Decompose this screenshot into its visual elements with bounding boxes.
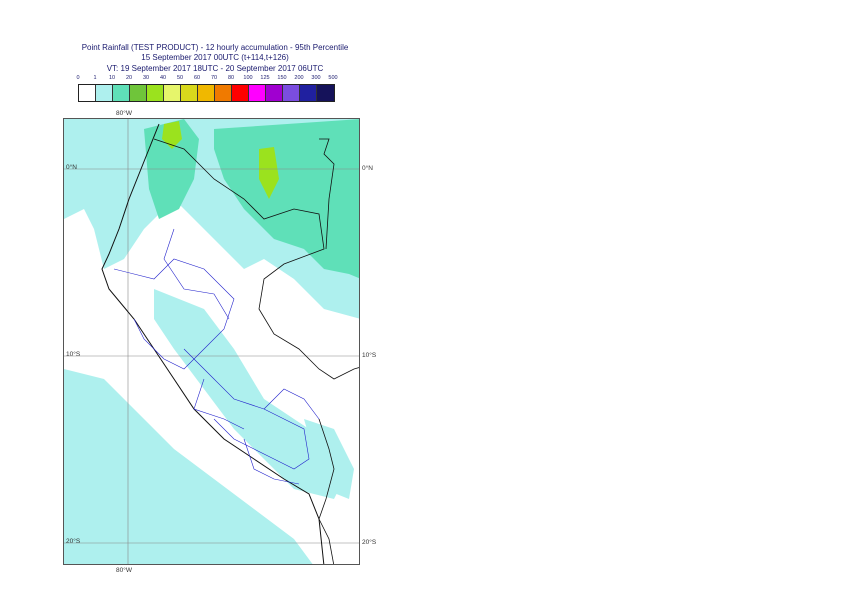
border-east: [319, 138, 335, 250]
legend-swatch: [300, 85, 317, 101]
legend-swatch: [232, 85, 249, 101]
country-border: [153, 138, 359, 380]
legend-tick-label: 300: [311, 75, 321, 81]
lon-label-top: 80°W: [116, 110, 132, 117]
legend-tick-label: 125: [260, 75, 270, 81]
legend-swatch: [215, 85, 232, 101]
rainfall-legend: [78, 84, 335, 102]
legend-tick-label: 500: [328, 75, 338, 81]
legend-tick-label: 50: [176, 75, 184, 81]
legend-swatch: [266, 85, 283, 101]
map-svg: [64, 119, 359, 564]
legend-ticks: 0 1 10 20 30 40 50 60 70 80 100 125 150 200 300 500: [70, 75, 370, 83]
legend-swatch: [164, 85, 181, 101]
legend-swatch: [249, 85, 266, 101]
legend-tick-label: 60: [193, 75, 201, 81]
legend-tick-label: 100: [243, 75, 253, 81]
rain-area-south: [304, 419, 354, 499]
legend-tick-label: 10: [108, 75, 116, 81]
title-line-3: VT: 19 September 2017 18UTC - 20 Septemb…: [106, 64, 324, 73]
lat-label-0-right: 0°N: [362, 165, 373, 172]
border-south: [318, 418, 335, 564]
legend-swatch: [113, 85, 130, 101]
legend-tick-label: 80: [227, 75, 235, 81]
legend-tick-label: 70: [210, 75, 218, 81]
legend-tick-label: 150: [277, 75, 287, 81]
legend-swatch: [96, 85, 113, 101]
title-line-1: Point Rainfall (TEST PRODUCT) - 12 hourl…: [81, 43, 349, 52]
lat-label-10s-left: 10°S: [66, 351, 81, 358]
lat-label-20s-left: 20°S: [66, 538, 81, 545]
legend-tick-label: 20: [125, 75, 133, 81]
legend-tick-label: 200: [294, 75, 304, 81]
legend-tick-label: 0: [76, 75, 80, 81]
regional-boundaries: [113, 228, 320, 485]
rain-area-coast: [64, 369, 313, 564]
legend-swatch: [317, 85, 334, 101]
lat-label-20s-right: 20°S: [362, 539, 377, 546]
legend-tick-label: 30: [142, 75, 150, 81]
legend-swatch: [130, 85, 147, 101]
legend-swatch: [147, 85, 164, 101]
rain-area-heavy-1: [162, 121, 182, 149]
title-line-2: 15 September 2017 00UTC (t+114,t+126): [141, 53, 289, 62]
lon-label-bottom: 80°W: [116, 567, 132, 574]
lat-label-10s-right: 10°S: [362, 352, 377, 359]
legend-tick-label: 1: [93, 75, 97, 81]
rain-area-inland: [154, 289, 344, 499]
lat-label-0-left: 0°N: [66, 164, 77, 171]
legend-swatch: [283, 85, 300, 101]
legend-swatch: [79, 85, 96, 101]
legend-swatch: [198, 85, 215, 101]
legend-swatch: [181, 85, 198, 101]
coastline: [101, 123, 325, 564]
legend-tick-label: 40: [159, 75, 167, 81]
rain-area-heavy-2: [259, 147, 279, 199]
rainfall-map: 0°N 10°S 20°S: [63, 118, 360, 565]
